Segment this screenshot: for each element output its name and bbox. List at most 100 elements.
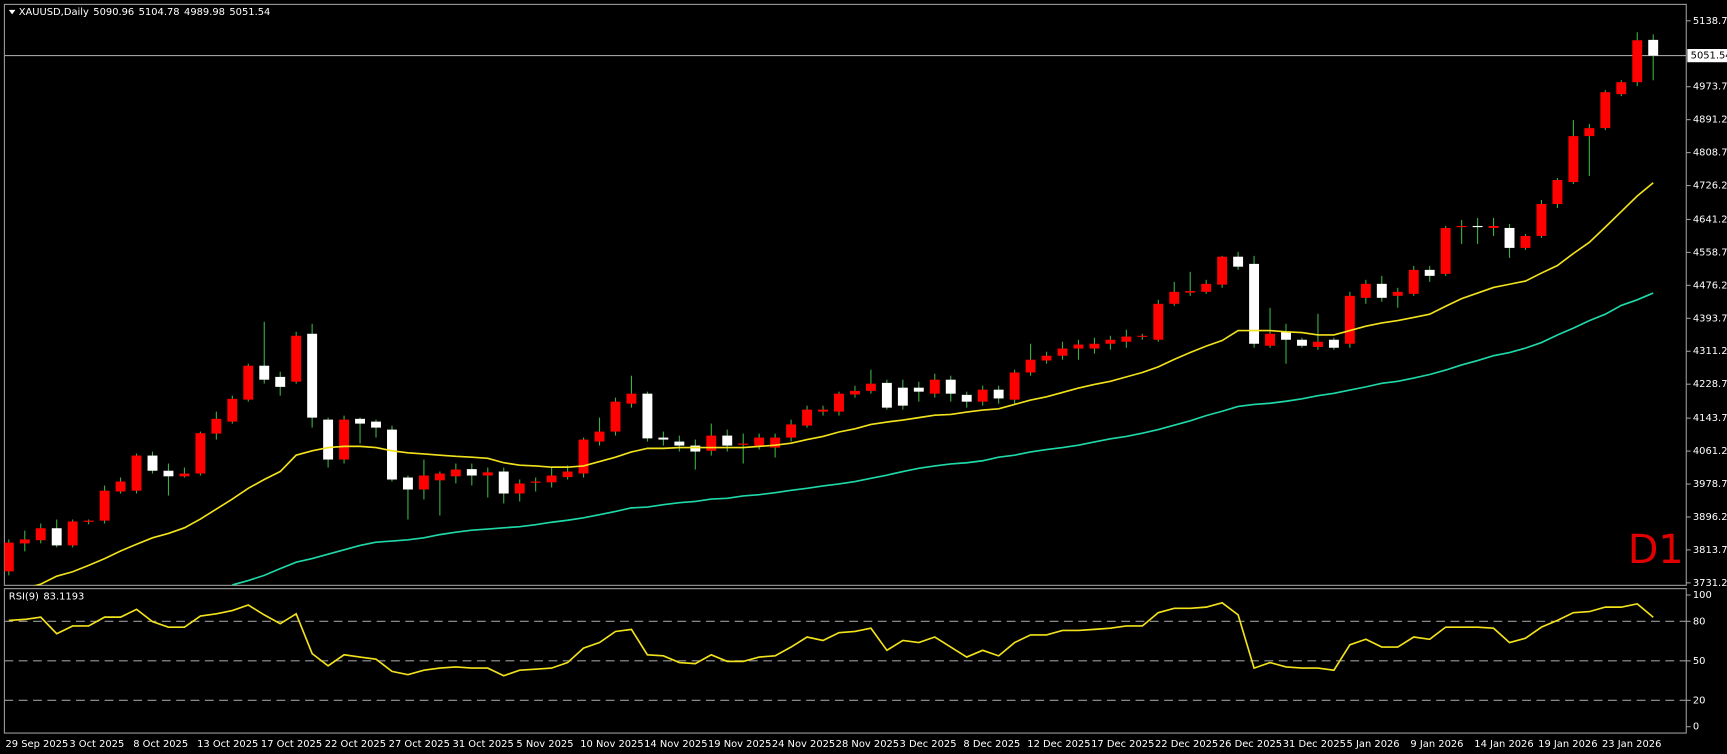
y-tick-label: 4476.20 — [1693, 280, 1727, 291]
x-tick-label: 5 Nov 2025 — [516, 739, 573, 750]
candle-body — [227, 398, 238, 422]
y-tick-label: 3978.70 — [1693, 479, 1727, 490]
candle-body — [355, 418, 365, 424]
candle-body — [626, 393, 637, 404]
candle-body — [243, 365, 254, 400]
candle-body — [786, 424, 797, 438]
candle-body — [418, 475, 429, 490]
candle-body — [929, 379, 940, 394]
y-tick-label: 3896.20 — [1693, 512, 1727, 523]
candle-body — [977, 389, 988, 402]
candle-body — [897, 387, 908, 406]
x-tick-label: 31 Oct 2025 — [453, 739, 514, 750]
rsi-tick-label: 50 — [1693, 656, 1706, 667]
chart-header: XAUUSD,Daily 5090.96 5104.78 4989.98 5051.54 — [19, 7, 271, 18]
candle-body — [578, 439, 589, 474]
candle-body — [99, 490, 110, 521]
last-low: 4989.98 — [184, 7, 225, 18]
candle-body — [1041, 355, 1052, 361]
timeframe-label: D1 — [1628, 527, 1684, 573]
candle-body — [434, 473, 445, 481]
candle-body — [1344, 295, 1355, 344]
moving-average-line — [232, 292, 1654, 586]
price-line-box — [1687, 48, 1727, 63]
x-tick-label: 22 Oct 2025 — [325, 739, 386, 750]
candle-body — [945, 379, 956, 394]
x-tick-label: 13 Oct 2025 — [197, 739, 258, 750]
candle-body — [147, 455, 158, 471]
last-high: 5104.78 — [139, 7, 180, 18]
last-close: 5051.54 — [229, 7, 270, 18]
candle-body — [1552, 180, 1563, 204]
x-tick-label: 17 Oct 2025 — [261, 739, 322, 750]
x-tick-label: 23 Jan 2026 — [1602, 739, 1661, 750]
y-tick-label: 4808.70 — [1693, 148, 1727, 159]
rsi-plot — [4, 601, 1687, 701]
candle-body — [1089, 343, 1100, 349]
y-tick-label: 4558.70 — [1693, 247, 1727, 258]
candle-body — [961, 394, 972, 402]
rsi-last-value: 83.1193 — [43, 591, 84, 602]
rsi-header: RSI(9) 83.1193 — [9, 591, 84, 602]
candle-body — [291, 335, 302, 382]
candle-body — [1376, 283, 1387, 298]
x-tick-label: 24 Nov 2025 — [772, 739, 835, 750]
rsi-tick-label: 0 — [1693, 722, 1699, 733]
candle-body — [514, 483, 525, 494]
candle-body — [610, 401, 621, 432]
candle-body — [834, 393, 844, 412]
candle-body — [131, 455, 142, 491]
candle-body — [1297, 339, 1307, 346]
candle-body — [259, 365, 270, 380]
y-tick-label: 3731.20 — [1693, 578, 1727, 589]
candle-body — [51, 528, 62, 546]
candle-body — [1424, 269, 1435, 276]
x-tick-label: 3 Dec 2025 — [900, 739, 957, 750]
candle-body — [674, 441, 685, 446]
rsi-tick-label: 20 — [1693, 695, 1706, 706]
candle-body — [1520, 235, 1531, 248]
candle-body — [562, 471, 573, 478]
candle-body — [83, 520, 94, 522]
candle-body — [1281, 331, 1291, 340]
candle-body — [1185, 291, 1196, 293]
candle-body — [706, 435, 717, 451]
y-tick-label: 4228.70 — [1693, 379, 1727, 390]
candle-body — [1249, 263, 1260, 344]
candle-body — [881, 382, 892, 408]
y-tick-label: 4311.20 — [1693, 346, 1727, 357]
x-tick-label: 17 Dec 2025 — [1091, 739, 1154, 750]
menu-arrow[interactable] — [8, 9, 16, 15]
x-tick-label: 28 Nov 2025 — [836, 739, 899, 750]
candle-body — [754, 437, 765, 446]
y-tick-label: 4143.70 — [1693, 413, 1727, 424]
candle-body — [1169, 291, 1180, 304]
x-tick-label: 29 Sep 2025 — [6, 739, 69, 750]
candle-body — [1616, 82, 1627, 95]
axes: 5138.70 4973.70 4891.20 4808.70 4726.20 4641.… — [6, 16, 1727, 750]
rsi-tick-label: 80 — [1693, 616, 1706, 627]
candle-body — [1568, 136, 1579, 183]
y-tick-label: 5138.70 — [1693, 16, 1727, 27]
moving-average-line — [33, 182, 1654, 586]
candle-body — [371, 421, 381, 428]
candle-body — [1392, 291, 1403, 296]
x-tick-label: 3 Oct 2025 — [69, 739, 124, 750]
candle-body — [35, 528, 46, 541]
x-tick-label: 19 Jan 2026 — [1538, 739, 1597, 750]
candle-body — [211, 418, 222, 434]
candle-body — [1456, 225, 1467, 228]
x-tick-label: 8 Oct 2025 — [133, 739, 188, 750]
candle-body — [1584, 128, 1595, 137]
y-tick-label: 4891.20 — [1693, 115, 1727, 126]
candle-body — [849, 390, 860, 395]
candle-body — [1632, 40, 1643, 83]
rsi-title: RSI(9) — [9, 591, 39, 602]
candle-body — [115, 481, 126, 492]
candle-body — [323, 419, 334, 460]
candle-body — [1648, 39, 1659, 56]
candle-body — [1600, 92, 1611, 129]
candle-body — [770, 437, 781, 448]
x-tick-label: 26 Dec 2025 — [1219, 739, 1282, 750]
